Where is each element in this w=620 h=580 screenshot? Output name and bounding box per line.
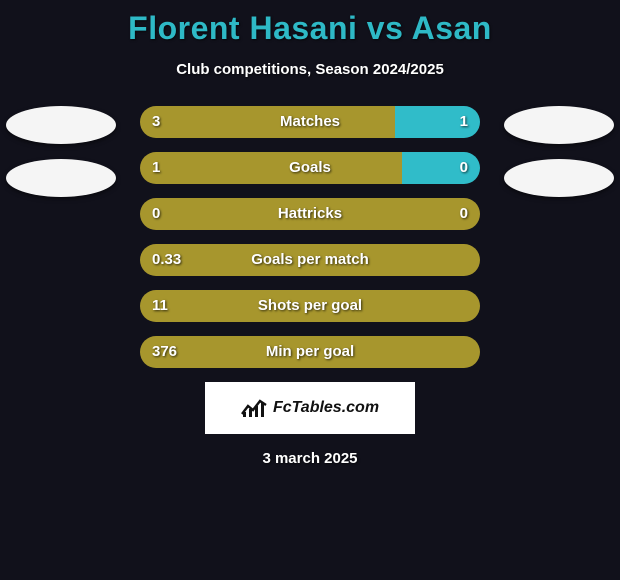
page-title: Florent Hasani vs Asan: [0, 0, 620, 47]
bar-track: [140, 198, 480, 230]
stat-row: Hattricks00: [0, 198, 620, 230]
bar-track: [140, 106, 480, 138]
bar-track: [140, 290, 480, 322]
value-right: 1: [460, 106, 468, 138]
bar-track: [140, 152, 480, 184]
stat-row: Goals10: [0, 152, 620, 184]
chart-icon: [241, 398, 267, 418]
stat-row: Min per goal376: [0, 336, 620, 368]
value-left: 3: [152, 106, 160, 138]
comparison-chart: Matches31Goals10Hattricks00Goals per mat…: [0, 106, 620, 368]
date-label: 3 march 2025: [0, 450, 620, 467]
bar-left: [140, 106, 395, 138]
stat-row: Goals per match0.33: [0, 244, 620, 276]
bar-full: [140, 198, 480, 230]
value-left: 376: [152, 336, 177, 368]
bar-track: [140, 244, 480, 276]
stat-row: Matches31: [0, 106, 620, 138]
bar-full: [140, 336, 480, 368]
bar-full: [140, 290, 480, 322]
value-left: 1: [152, 152, 160, 184]
value-left: 0.33: [152, 244, 181, 276]
bar-right: [402, 152, 480, 184]
source-logo: FcTables.com: [205, 382, 415, 434]
value-right: 0: [460, 198, 468, 230]
subtitle: Club competitions, Season 2024/2025: [0, 61, 620, 78]
value-left: 11: [152, 290, 168, 322]
value-left: 0: [152, 198, 160, 230]
bar-full: [140, 244, 480, 276]
stat-row: Shots per goal11: [0, 290, 620, 322]
value-right: 0: [460, 152, 468, 184]
logo-text: FcTables.com: [273, 399, 379, 417]
bar-left: [140, 152, 402, 184]
bar-track: [140, 336, 480, 368]
